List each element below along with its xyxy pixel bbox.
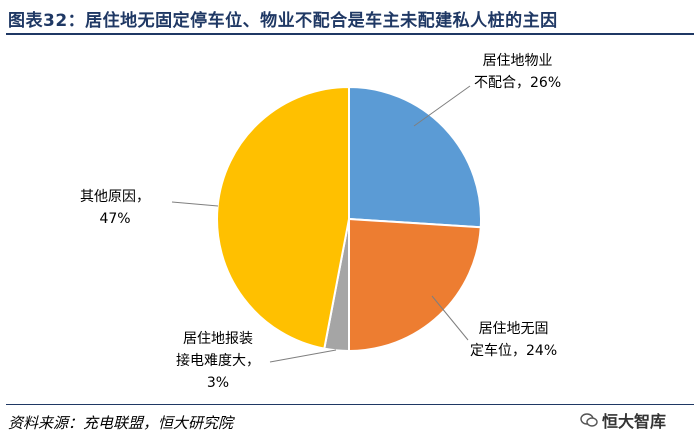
- label-property: 居住地物业 不配合，26%: [474, 53, 562, 91]
- label-power-difficulty: 居住地报装 接电难度大， 3%: [176, 331, 260, 391]
- leader-line-2: [431, 295, 469, 341]
- leader-line-3: [269, 349, 337, 363]
- watermark: 恒大智库: [580, 408, 666, 432]
- leader-line-4: [171, 201, 219, 207]
- source-note: 资料来源：充电联盟，恒大研究院: [8, 414, 234, 432]
- title-underline: [6, 33, 694, 35]
- pie-slice-2: [348, 217, 482, 353]
- pie-slice-4: [216, 85, 350, 350]
- leader-line-1: [413, 85, 471, 127]
- watermark-text: 恒大智库: [602, 412, 667, 431]
- source-divider: [6, 404, 694, 405]
- chart-title: 图表32：居住地无固定停车位、物业不配合是车主未配建私人桩的主因: [8, 11, 558, 31]
- label-other: 其他原因， 47%: [80, 189, 150, 227]
- label-no-parking: 居住地无固 定车位，24%: [470, 321, 558, 359]
- pie-slice-1: [348, 85, 482, 229]
- wechat-icon: [580, 413, 598, 427]
